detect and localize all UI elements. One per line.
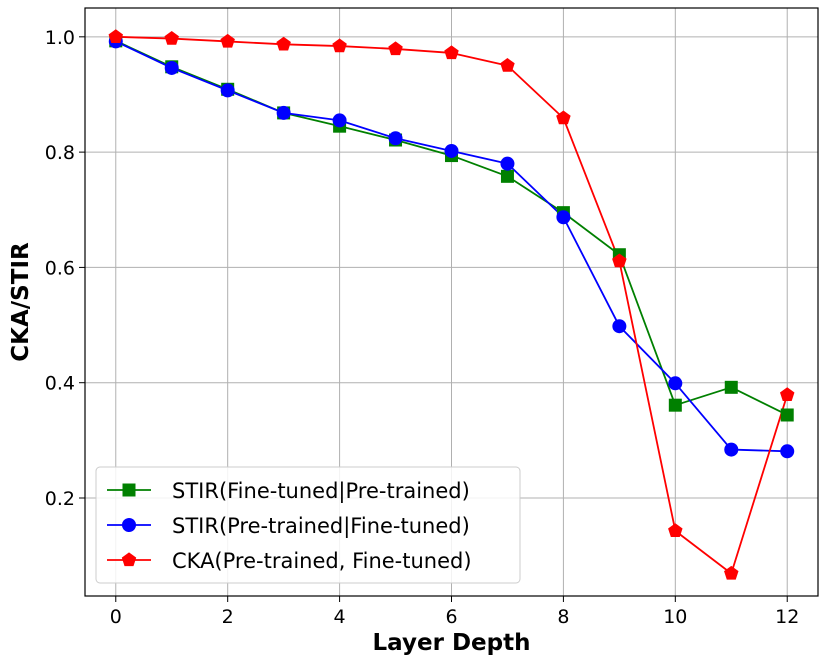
series-2-point <box>724 442 739 457</box>
series-1-point <box>668 398 682 412</box>
legend-marker <box>121 552 137 567</box>
x-tick-label: 2 <box>222 606 234 628</box>
legend-label: CKA(Pre-trained, Fine-tuned) <box>172 549 472 573</box>
series-3-point <box>612 253 627 268</box>
y-tick-label: 1.0 <box>45 27 75 49</box>
series-2-point <box>556 210 571 225</box>
series-3-point <box>556 110 571 125</box>
legend-marker <box>122 518 136 532</box>
series-3-point <box>668 523 683 538</box>
x-axis-ticks: 0 2 4 6 8 10 12 <box>110 596 799 628</box>
legend-label: STIR(Fine-tuned|Pre-trained) <box>172 479 470 504</box>
series-markers <box>108 29 795 580</box>
series-1-point <box>780 408 794 422</box>
series-3-point <box>276 36 291 51</box>
series-1-point <box>724 380 738 394</box>
x-tick-label: 10 <box>663 606 687 628</box>
series-3-point <box>220 33 235 48</box>
series-2-point <box>220 83 235 98</box>
y-tick-label: 0.8 <box>45 142 75 164</box>
grid <box>85 8 818 596</box>
x-tick-label: 6 <box>445 606 457 628</box>
series-2-point <box>164 60 179 75</box>
series-3-point <box>444 45 459 60</box>
y-tick-label: 0.6 <box>45 257 75 279</box>
legend-label: STIR(Pre-trained|Fine-tuned) <box>172 514 470 539</box>
series-3-point <box>108 29 123 43</box>
x-tick-label: 4 <box>334 606 346 628</box>
legend: STIR(Fine-tuned|Pre-trained) STIR(Pre-tra… <box>95 466 521 584</box>
series-2-point <box>276 105 291 120</box>
series-2-point <box>612 319 627 334</box>
series-2-point <box>388 131 403 146</box>
legend-box <box>95 466 521 584</box>
y-tick-label: 0.4 <box>45 373 75 395</box>
x-tick-label: 12 <box>775 606 799 628</box>
legend-marker <box>122 483 136 497</box>
y-axis-ticks: 0.2 0.4 0.6 0.8 1.0 <box>45 27 85 510</box>
series-3-point <box>780 387 795 401</box>
series-3-point <box>164 30 179 45</box>
series-2-point <box>444 143 459 158</box>
series-3-point <box>500 58 515 72</box>
y-axis-label: CKA/STIR <box>8 242 34 362</box>
series-2-point <box>668 376 683 391</box>
x-axis-label: Layer Depth <box>373 630 531 656</box>
series-2-point <box>500 156 515 171</box>
y-tick-label: 0.2 <box>45 488 75 510</box>
series-2-point <box>332 113 347 128</box>
series-3-point <box>724 565 739 580</box>
series-1-point <box>500 169 514 183</box>
x-tick-label: 8 <box>557 606 569 628</box>
series-3-point <box>332 38 347 53</box>
x-tick-label: 0 <box>110 606 122 628</box>
series-2-point <box>780 444 795 459</box>
series-3-point <box>388 41 403 56</box>
